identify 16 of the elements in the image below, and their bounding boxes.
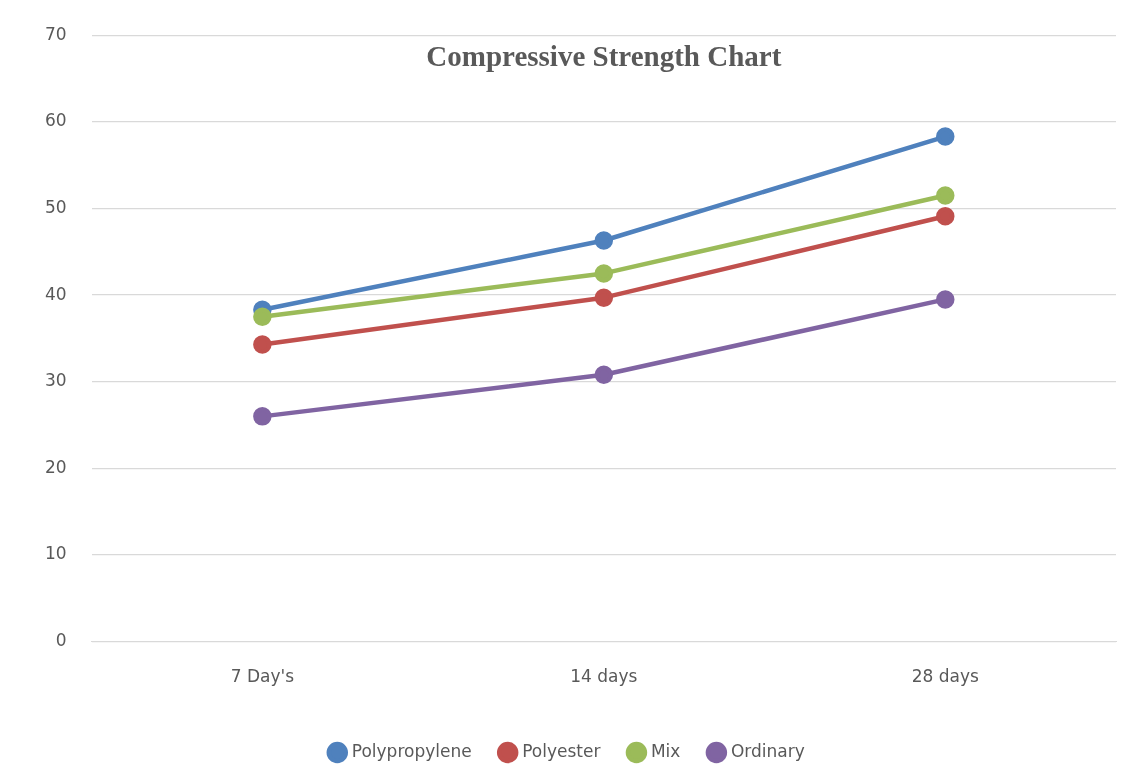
x-tick-label: 28 days — [911, 666, 979, 687]
y-tick-label: 20 — [44, 456, 67, 477]
y-tick-label: 60 — [44, 110, 67, 131]
x-tick-label: 7 Day's — [230, 666, 295, 687]
legend-label: Polypropylene — [351, 740, 472, 761]
legend-label: Ordinary — [730, 740, 805, 761]
y-tick-label: 30 — [44, 370, 67, 391]
y-tick-label: 40 — [44, 283, 67, 304]
legend-label: Polyester — [522, 740, 601, 761]
y-tick-label: 50 — [44, 196, 67, 217]
y-tick-label: 10 — [44, 543, 67, 564]
chart-title: Compressive Strength Chart — [426, 39, 782, 72]
x-tick-label: 14 days — [570, 666, 638, 687]
y-tick-label: 0 — [55, 630, 67, 651]
y-tick-label: 70 — [44, 23, 67, 44]
legend-label: Mix — [650, 740, 681, 761]
